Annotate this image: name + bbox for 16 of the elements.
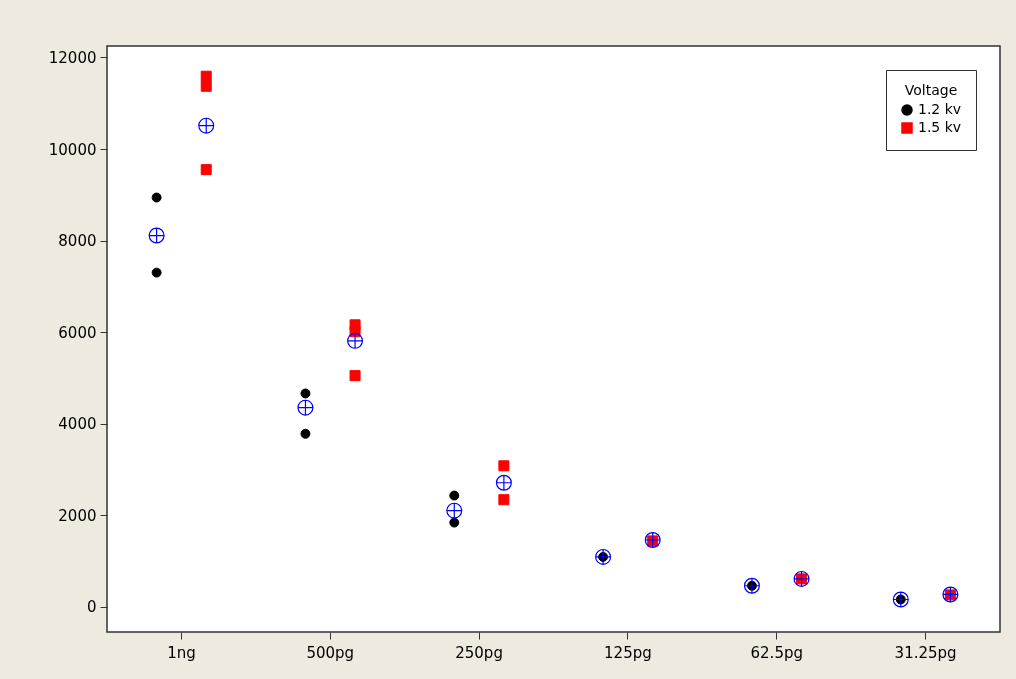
y-tick-label: 0 [86, 598, 97, 617]
legend-label: 1.2 kv [918, 101, 962, 117]
y-tick-label: 12000 [48, 48, 97, 67]
legend-title: Voltage [904, 82, 958, 98]
legend-label: 1.5 kv [918, 119, 962, 135]
x-tick-label: 125pg [604, 643, 652, 662]
x-tick-label: 250pg [455, 643, 503, 662]
x-tick-label: 62.5pg [750, 643, 803, 662]
y-tick-label: 8000 [58, 232, 97, 251]
x-tick-label: 1ng [167, 643, 196, 662]
x-tick-label: 31.25pg [894, 643, 957, 662]
y-tick-label: 2000 [58, 506, 97, 525]
y-tick-label: 6000 [58, 323, 97, 342]
x-tick-label: 500pg [306, 643, 355, 662]
y-tick-label: 4000 [58, 415, 97, 434]
y-tick-label: 10000 [48, 140, 97, 159]
